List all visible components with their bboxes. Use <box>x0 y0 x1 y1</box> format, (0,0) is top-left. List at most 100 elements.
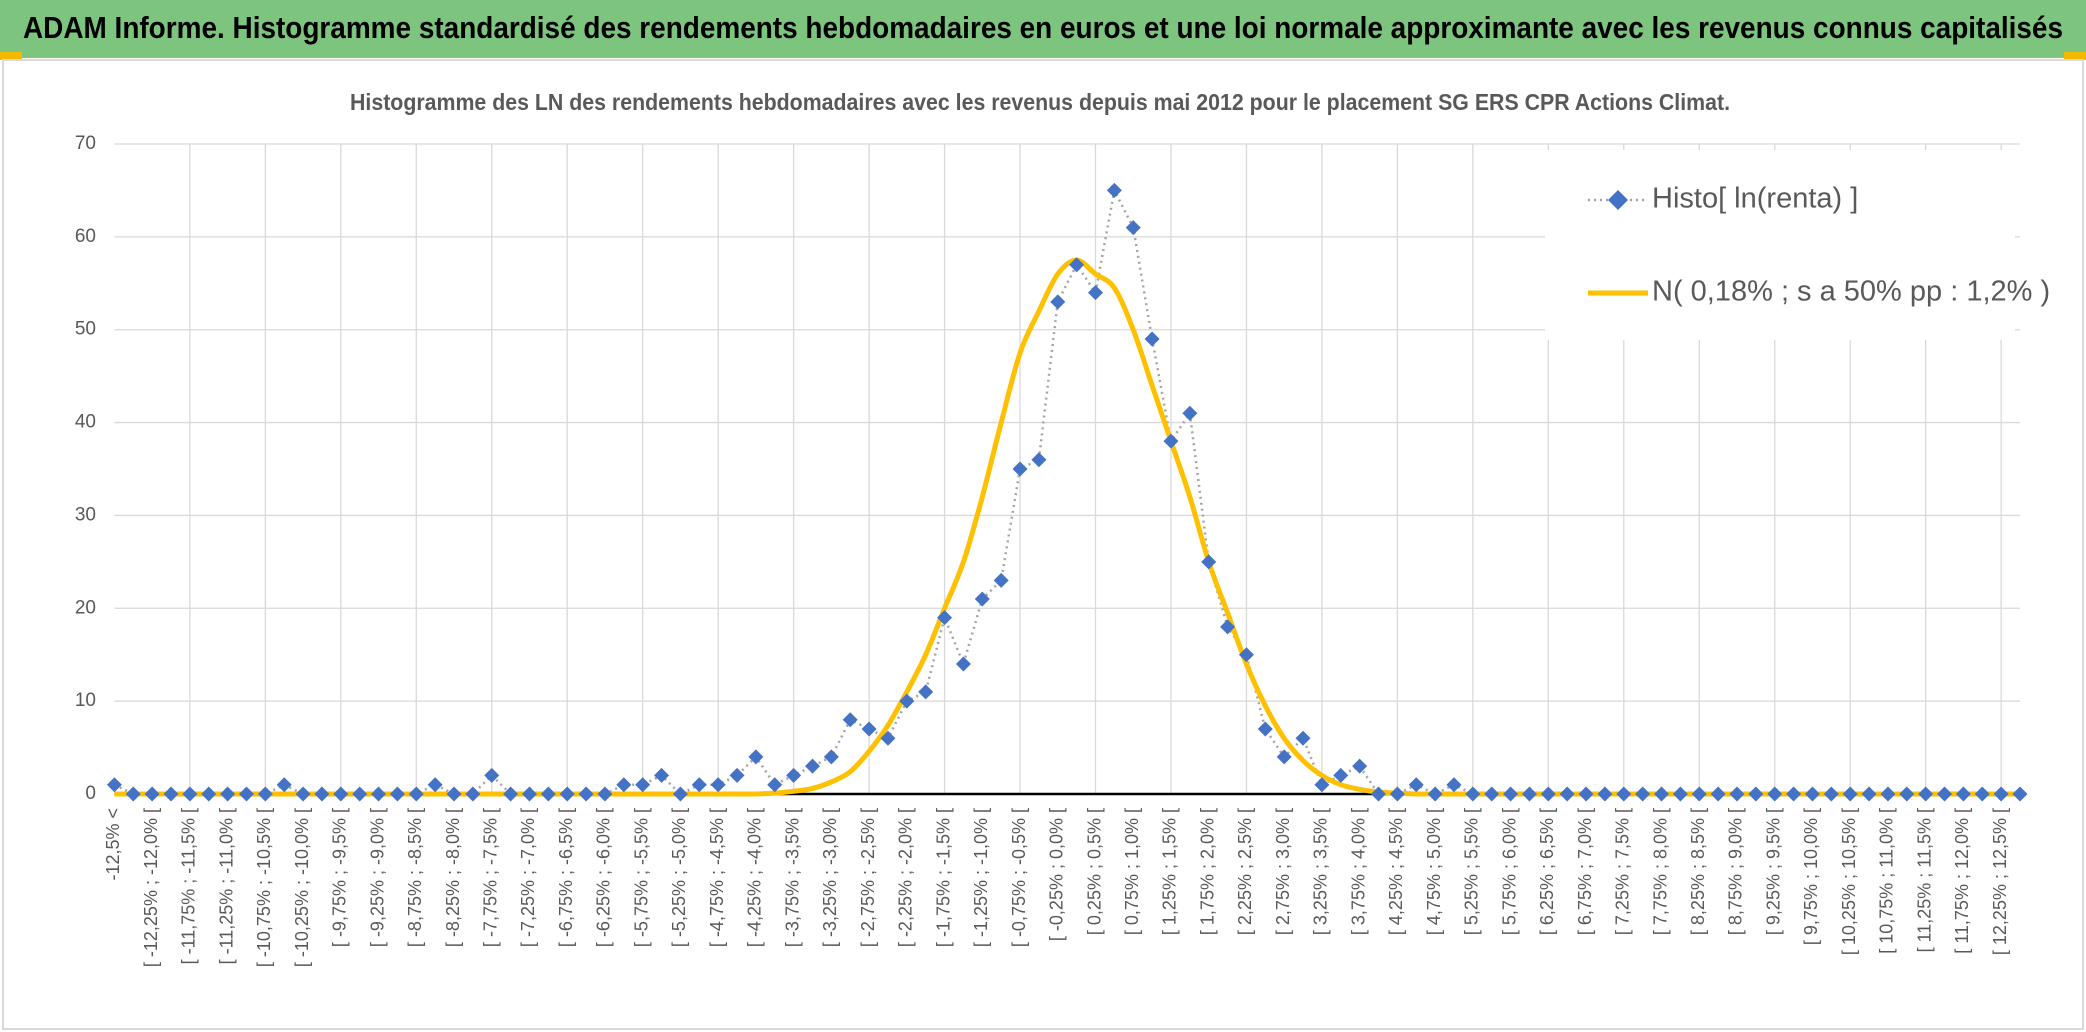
data-point <box>484 767 500 783</box>
data-point <box>1842 786 1858 802</box>
x-tick-label: [ -8,75% ; -8,5% [ <box>405 808 425 947</box>
x-tick-label: [ -12,25% ; -12,0% [ <box>141 808 161 967</box>
data-point <box>1012 461 1028 477</box>
x-tick-label: [ -10,75% ; -10,5% [ <box>254 808 274 967</box>
x-tick-label: [ 6,25% ; 6,5% [ <box>1537 808 1557 935</box>
data-point <box>578 786 594 802</box>
data-point <box>616 777 632 793</box>
data-point <box>1861 786 1877 802</box>
data-point <box>1484 786 1500 802</box>
data-point <box>220 786 236 802</box>
x-tick-label: [ -3,25% ; -3,0% [ <box>820 808 840 947</box>
x-tick-label: [ 10,75% ; 11,0% [ <box>1877 808 1897 954</box>
data-point <box>974 591 990 607</box>
data-point <box>1918 786 1934 802</box>
data-point <box>1069 257 1085 273</box>
data-point <box>1786 786 1802 802</box>
data-point <box>1616 786 1632 802</box>
x-tick-label: [ -8,25% ; -8,0% [ <box>443 808 463 947</box>
data-point <box>748 749 764 765</box>
data-point <box>333 786 349 802</box>
legend-label: N( 0,18% ; s a 50% pp : 1,2% ) <box>1652 276 2050 308</box>
data-point <box>1578 786 1594 802</box>
data-point <box>1672 786 1688 802</box>
data-point <box>1937 786 1953 802</box>
data-point <box>1729 786 1745 802</box>
data-point <box>1635 786 1651 802</box>
data-point <box>2012 786 2028 802</box>
data-point <box>1597 786 1613 802</box>
data-point <box>1767 786 1783 802</box>
data-point <box>1352 758 1368 774</box>
x-tick-label: [ -0,75% ; -0,5% [ <box>1009 808 1029 947</box>
data-point <box>804 758 820 774</box>
data-point <box>597 786 613 802</box>
data-point <box>1163 433 1179 449</box>
chart-border <box>2 59 2084 1030</box>
data-point <box>465 786 481 802</box>
data-point <box>1408 777 1424 793</box>
x-tick-label: [ 8,75% ; 9,0% [ <box>1726 808 1746 935</box>
x-tick-label: [ 8,25% ; 8,5% [ <box>1688 808 1708 935</box>
data-point <box>955 656 971 672</box>
x-tick-label: [ 7,75% ; 8,0% [ <box>1650 808 1670 935</box>
data-point <box>842 712 858 728</box>
x-tick-label: [ -0,25% ; 0,0% [ <box>1047 808 1067 941</box>
data-point <box>182 786 198 802</box>
x-tick-label: [ -11,25% ; -11,0% [ <box>216 808 236 964</box>
data-point <box>1691 786 1707 802</box>
y-tick-label: 0 <box>85 783 96 804</box>
data-point <box>691 777 707 793</box>
x-tick-label: [ -2,25% ; -2,0% [ <box>896 808 916 947</box>
data-point <box>446 786 462 802</box>
data-point <box>427 777 443 793</box>
data-point <box>1710 786 1726 802</box>
data-point <box>1333 767 1349 783</box>
data-point <box>257 786 273 802</box>
data-point <box>672 786 688 802</box>
data-point <box>710 777 726 793</box>
x-tick-label: [ 2,75% ; 3,0% [ <box>1273 808 1293 935</box>
data-point <box>1088 285 1104 301</box>
corner <box>0 52 22 60</box>
data-point <box>1182 405 1198 421</box>
x-tick-label: [ -4,75% ; -4,5% [ <box>707 808 727 947</box>
data-point <box>1031 452 1047 468</box>
x-tick-label: [ 3,75% ; 4,0% [ <box>1348 808 1368 935</box>
x-tick-label: [ 1,75% ; 2,0% [ <box>1197 808 1217 935</box>
data-point <box>201 786 217 802</box>
data-point <box>503 786 519 802</box>
y-tick-label: 70 <box>75 133 96 154</box>
data-point <box>1125 220 1141 236</box>
x-tick-label: [ 0,25% ; 0,5% [ <box>1084 808 1104 935</box>
data-point <box>276 777 292 793</box>
header-bar <box>0 0 2086 58</box>
x-tick-label: [ 3,25% ; 3,5% [ <box>1311 808 1331 935</box>
data-point <box>163 786 179 802</box>
data-point <box>144 786 160 802</box>
data-point <box>1899 786 1915 802</box>
data-point <box>654 767 670 783</box>
x-tick-label: [ 1,25% ; 1,5% [ <box>1160 808 1180 935</box>
data-point <box>559 786 575 802</box>
data-point <box>389 786 405 802</box>
data-point <box>521 786 537 802</box>
data-point <box>861 721 877 737</box>
data-point <box>880 730 896 746</box>
data-point <box>1823 786 1839 802</box>
legend-box <box>1545 150 2015 340</box>
data-point <box>1880 786 1896 802</box>
x-tick-label: [ 9,75% ; 10,0% [ <box>1801 808 1821 945</box>
data-point <box>1371 786 1387 802</box>
data-point <box>1276 749 1292 765</box>
data-point <box>823 749 839 765</box>
y-tick-label: 30 <box>75 504 96 525</box>
data-point <box>918 684 934 700</box>
y-tick-label: 50 <box>75 319 96 340</box>
x-tick-label: [ 9,25% ; 9,5% [ <box>1763 808 1783 935</box>
data-point <box>106 777 122 793</box>
data-point <box>1238 647 1254 663</box>
corner <box>2064 52 2086 60</box>
data-point <box>1955 786 1971 802</box>
x-tick-label: [ 11,25% ; 11,5% [ <box>1914 808 1934 952</box>
